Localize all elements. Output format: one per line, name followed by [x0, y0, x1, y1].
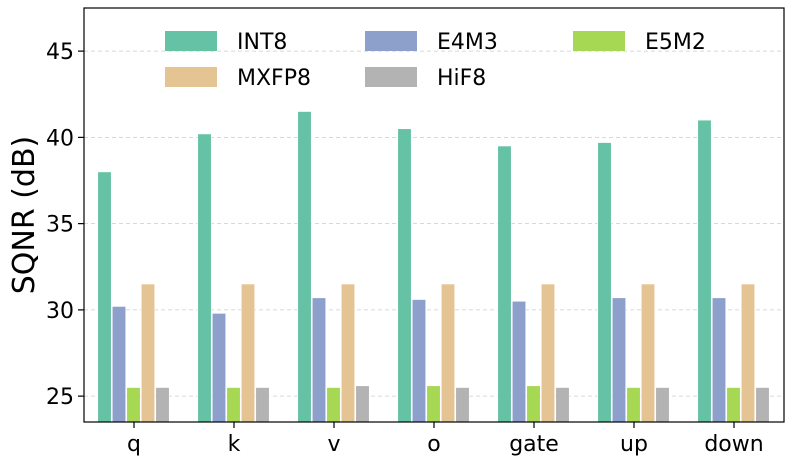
y-tick-label: 40: [46, 126, 74, 151]
bar-e5m2-o: [426, 385, 441, 423]
bar-hif8-v: [355, 385, 370, 423]
bar-e5m2-k: [226, 387, 241, 423]
bar-e4m3-up: [611, 297, 627, 423]
bar-e4m3-k: [211, 313, 227, 423]
bar-mxfp8-up: [640, 283, 656, 423]
bar-e4m3-down: [711, 297, 727, 423]
bar-mxfp8-gate: [540, 283, 556, 423]
bar-int8-down: [697, 119, 712, 423]
bar-hif8-q: [155, 387, 170, 423]
x-tick-label: up: [620, 432, 648, 457]
bar-e5m2-v: [326, 387, 341, 423]
x-tick-label: gate: [509, 432, 559, 457]
x-tick-label: v: [327, 432, 340, 457]
bar-e4m3-v: [311, 297, 327, 423]
x-tick-label: k: [228, 432, 241, 457]
bar-hif8-k: [255, 387, 270, 423]
bars: [97, 111, 770, 423]
bar-int8-q: [97, 171, 112, 423]
legend-label-e4m3: E4M3: [437, 30, 498, 55]
y-tick-label: 35: [46, 213, 74, 238]
legend-swatch-e4m3: [365, 31, 417, 51]
bar-hif8-up: [655, 387, 670, 423]
bar-hif8-gate: [555, 387, 570, 423]
x-ticks: q k v o gate up down: [127, 422, 764, 457]
y-ticks: 25 30 35 40 45: [46, 40, 84, 410]
bar-hif8-o: [455, 387, 470, 423]
legend-label-mxfp8: MXFP8: [237, 66, 311, 91]
bar-int8-gate: [497, 145, 512, 423]
legend-swatch-int8: [165, 31, 217, 51]
legend-swatch-mxfp8: [165, 67, 217, 87]
x-tick-label: o: [427, 432, 440, 457]
bar-mxfp8-v: [340, 283, 356, 423]
legend-swatch-hif8: [365, 67, 417, 87]
y-tick-label: 25: [46, 385, 74, 410]
legend-label-e5m2: E5M2: [645, 30, 706, 55]
legend: INT8 E4M3 E5M2 MXFP8 HiF8: [165, 30, 706, 91]
bar-e5m2-q: [126, 387, 141, 423]
bar-int8-up: [597, 142, 612, 423]
bar-e4m3-o: [411, 299, 427, 423]
bar-mxfp8-q: [140, 283, 156, 423]
bar-e4m3-q: [111, 306, 127, 423]
x-tick-label: down: [704, 432, 763, 457]
legend-swatch-e5m2: [573, 31, 625, 51]
bar-mxfp8-k: [240, 283, 256, 423]
y-tick-label: 30: [46, 299, 74, 324]
bar-int8-k: [197, 133, 212, 423]
grid-lines: [84, 50, 784, 397]
bar-mxfp8-o: [440, 283, 456, 423]
bar-mxfp8-down: [740, 283, 756, 423]
x-tick-label: q: [127, 432, 141, 457]
bar-int8-o: [397, 128, 412, 423]
bar-e4m3-gate: [511, 300, 527, 423]
bar-e5m2-up: [626, 387, 641, 423]
bar-int8-v: [297, 111, 312, 423]
bar-e5m2-down: [726, 387, 741, 423]
legend-label-int8: INT8: [237, 30, 287, 55]
bar-hif8-down: [755, 387, 770, 423]
y-axis-label: SQNR (dB): [7, 136, 42, 295]
bar-e5m2-gate: [526, 385, 541, 423]
y-tick-label: 45: [46, 40, 74, 65]
legend-label-hif8: HiF8: [437, 66, 486, 91]
